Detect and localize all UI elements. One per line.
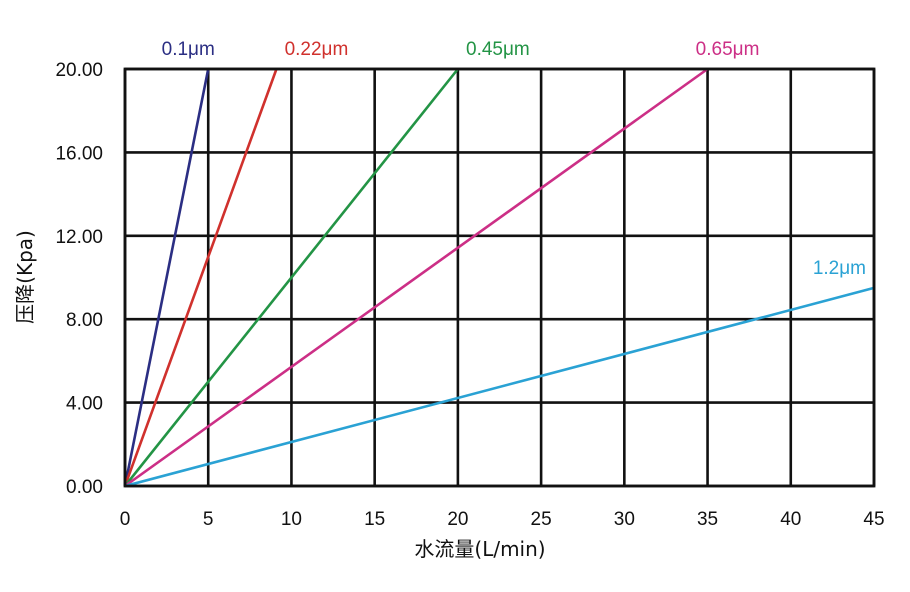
x-tick-label: 40 xyxy=(780,509,801,530)
y-tick-label: 0.00 xyxy=(66,477,103,498)
series-label-3: 0.65μm xyxy=(696,39,760,60)
x-axis-label: 水流量(L/min) xyxy=(414,537,545,561)
x-tick-label: 20 xyxy=(447,509,468,530)
series-line-1 xyxy=(123,68,278,487)
series-labels: 0.1μm 0.22μm 0.45μm 0.65μm 1.2μm xyxy=(162,39,866,279)
y-tick-label: 12.00 xyxy=(55,227,103,248)
y-axis-label: 压降(Kpa) xyxy=(13,230,37,324)
x-tick-label: 15 xyxy=(364,509,385,530)
x-tick-label: 35 xyxy=(697,509,718,530)
x-tick-label: 30 xyxy=(614,509,635,530)
series-line-2 xyxy=(123,68,459,487)
series-label-0: 0.1μm xyxy=(162,39,215,60)
series-line-3 xyxy=(124,67,709,488)
x-tick-label: 10 xyxy=(281,509,302,530)
series-lines xyxy=(123,67,875,488)
plot-frame xyxy=(123,67,876,488)
series-line-4 xyxy=(124,286,875,488)
x-tick-label: 25 xyxy=(531,509,552,530)
y-tick-label: 8.00 xyxy=(66,310,103,331)
x-tick-labels: 0 5 10 15 20 25 30 35 40 45 xyxy=(120,509,885,530)
series-label-1: 0.22μm xyxy=(285,39,349,60)
y-tick-label: 20.00 xyxy=(55,60,103,81)
series-line-0 xyxy=(123,68,210,487)
y-tick-label: 16.00 xyxy=(55,143,103,164)
x-tick-label: 0 xyxy=(120,509,131,530)
series-label-4: 1.2μm xyxy=(813,258,866,279)
x-tick-label: 45 xyxy=(863,509,884,530)
y-tick-labels: 0.00 4.00 8.00 12.00 16.00 20.00 xyxy=(55,60,103,498)
grid xyxy=(123,67,876,488)
plot-border xyxy=(123,67,876,488)
y-tick-label: 4.00 xyxy=(66,394,103,415)
series-label-2: 0.45μm xyxy=(466,39,530,60)
x-tick-label: 5 xyxy=(203,509,214,530)
